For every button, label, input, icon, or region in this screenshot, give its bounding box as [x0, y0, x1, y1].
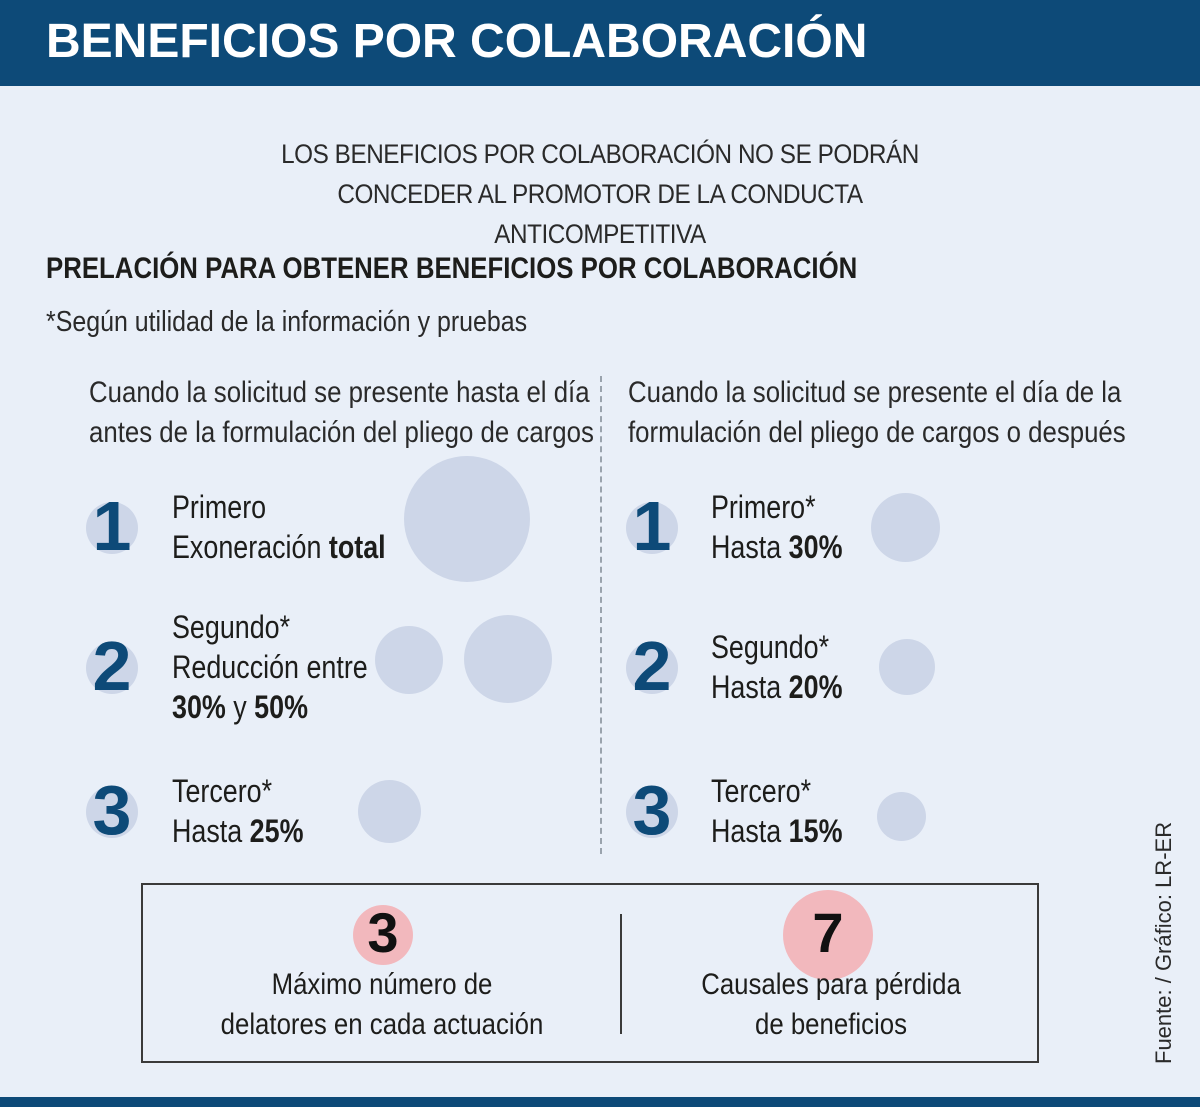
stat-2-label: Causales para pérdida de beneficios — [701, 968, 961, 1041]
right-item-1-text: Primero* Hasta 30% — [711, 487, 842, 567]
left-heading-line-2: antes de la formulación del pliego de ca… — [89, 416, 594, 449]
right-item-1-rank: Primero* — [711, 489, 816, 525]
left-item-3-text: Tercero* Hasta 25% — [172, 771, 303, 851]
notice-line-2: CONCEDER AL PROMOTOR DE LA CONDUCTA ANTI… — [337, 179, 863, 249]
notice-text: LOS BENEFICIOS POR COLABORACIÓN NO SE PO… — [240, 134, 960, 254]
right-item-2-text: Segundo* Hasta 20% — [711, 627, 842, 707]
right-item-2-desc: Hasta 20% — [711, 669, 843, 705]
left-item-2-text: Segundo* Reducción entre 30% y 50% — [172, 607, 368, 727]
right-heading-line-1: Cuando la solicitud se presente el día d… — [628, 376, 1122, 409]
notice-line-1: LOS BENEFICIOS POR COLABORACIÓN NO SE PO… — [281, 139, 919, 169]
number-bubble — [86, 786, 138, 838]
right-item-3-desc: Hasta 15% — [711, 813, 843, 849]
stat-1-label: Máximo número de delatores en cada actua… — [220, 968, 544, 1041]
stat-1-circle — [353, 905, 413, 965]
number-bubble — [626, 502, 678, 554]
left-item-3-rank: Tercero* — [172, 773, 273, 809]
left-item-2-desc: Reducción entre — [172, 649, 368, 685]
left-heading-line-1: Cuando la solicitud se presente hasta el… — [89, 376, 590, 409]
right-heading-line-2: formulación del pliego de cargos o despu… — [628, 416, 1126, 449]
section-note: *Según utilidad de la información y prue… — [46, 306, 528, 338]
right-item-2-bubble — [879, 639, 935, 695]
left-item-1-text: Primero Exoneración total — [172, 487, 386, 567]
left-column-heading: Cuando la solicitud se presente hasta el… — [89, 373, 594, 453]
right-column-heading: Cuando la solicitud se presente el día d… — [628, 373, 1126, 453]
stat-2-value: 7 — [812, 901, 844, 964]
stats-box — [141, 883, 1039, 1063]
left-item-2-bubble-large — [464, 615, 552, 703]
column-divider — [600, 376, 602, 854]
left-item-1-number: 1 — [86, 487, 146, 565]
right-item-1-number: 1 — [626, 487, 686, 565]
stat-2-circle — [783, 890, 873, 980]
stats-divider — [620, 914, 622, 1034]
right-item-1-desc: Hasta 30% — [711, 529, 843, 565]
right-item-3-text: Tercero* Hasta 15% — [711, 771, 842, 851]
left-item-2-range: 30% y 50% — [172, 689, 308, 725]
section-title: PRELACIÓN PARA OBTENER BENEFICIOS POR CO… — [46, 252, 858, 285]
right-item-3-rank: Tercero* — [711, 773, 812, 809]
right-item-2-number: 2 — [626, 627, 686, 705]
left-item-3-number: 3 — [86, 771, 146, 849]
source-credit: Fuente: / Gráfico: LR-ER — [1151, 821, 1176, 1064]
left-item-1-bubble — [404, 456, 530, 582]
right-item-3-number: 3 — [626, 771, 686, 849]
right-item-3-bubble — [877, 792, 926, 841]
right-item-2-rank: Segundo* — [711, 629, 830, 665]
number-bubble — [626, 786, 678, 838]
left-item-3-bubble — [358, 780, 421, 843]
number-bubble — [86, 642, 138, 694]
left-item-2-rank: Segundo* — [172, 609, 291, 645]
footer-bar — [0, 1097, 1200, 1107]
right-item-1-bubble — [871, 493, 940, 562]
left-item-2-number: 2 — [86, 627, 146, 705]
header-bar: BENEFICIOS POR COLABORACIÓN — [0, 0, 1200, 86]
left-item-3-desc: Hasta 25% — [172, 813, 304, 849]
left-item-1-rank: Primero — [172, 489, 267, 525]
stat-1-value: 3 — [367, 901, 399, 964]
number-bubble — [626, 642, 678, 694]
left-item-2-bubble-small — [375, 626, 443, 694]
left-item-1-desc: Exoneración total — [172, 529, 386, 565]
page-title: BENEFICIOS POR COLABORACIÓN — [46, 15, 868, 68]
number-bubble — [86, 502, 138, 554]
